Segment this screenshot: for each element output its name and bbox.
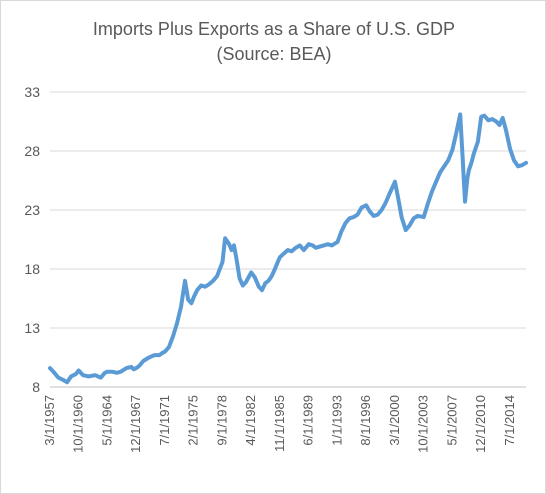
x-tick-label: 3/1/2000	[387, 395, 402, 446]
x-tick-label: 5/1/1964	[99, 395, 114, 446]
x-tick-label: 8/1/1996	[358, 395, 373, 446]
series-layer	[48, 112, 528, 385]
chart-subtitle: (Source: BEA)	[216, 44, 332, 64]
x-tick-label: 7/1/1971	[157, 395, 172, 446]
series-line	[48, 112, 528, 385]
y-tick-label: 33	[24, 84, 40, 100]
x-tick-label: 11/1/1985	[272, 395, 287, 452]
y-axis-tick-labels: 8 13 18 23 28 33	[24, 84, 40, 395]
x-tick-label: 10/1/2003	[416, 395, 431, 453]
x-tick-label: 3/1/1957	[42, 395, 57, 446]
x-tick-label: 6/1/1989	[301, 395, 316, 446]
chart-title: Imports Plus Exports as a Share of U.S. …	[92, 19, 456, 39]
x-tick-label: 5/1/2007	[444, 395, 459, 446]
y-tick-label: 8	[32, 379, 40, 395]
x-tick-label: 4/1/1982	[243, 395, 258, 446]
x-tick-label: 2/1/1975	[186, 395, 201, 446]
x-tick-label: 12/1/1967	[128, 395, 143, 453]
chart-title-block: Imports Plus Exports as a Share of U.S. …	[1, 17, 546, 67]
y-tick-label: 13	[24, 320, 40, 336]
x-tick-label: 7/1/2014	[502, 395, 517, 446]
x-tick-label: 1/1/1993	[329, 395, 344, 446]
x-tick-label: 12/1/2010	[473, 395, 488, 453]
gridlines	[50, 91, 526, 329]
x-tick-label: 9/1/1978	[214, 395, 229, 446]
x-axis-tick-labels: 3/1/1957 10/1/1960 5/1/1964 12/1/1967 7/1/19…	[42, 395, 517, 453]
y-tick-label: 28	[24, 143, 40, 159]
y-tick-label: 18	[24, 261, 40, 277]
y-tick-label: 23	[24, 202, 40, 218]
x-tick-label: 10/1/1960	[71, 395, 86, 453]
